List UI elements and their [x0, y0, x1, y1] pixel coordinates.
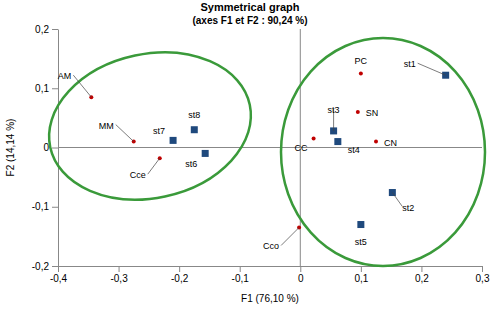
tick-label: -0,2	[32, 261, 50, 272]
tick: -0,1	[232, 266, 250, 284]
tick-mark	[179, 266, 180, 272]
tick-mark	[52, 266, 58, 267]
y-axis-title: F2 (14,14 %)	[5, 119, 16, 177]
y-axis: -0,2-0,100,10,2	[32, 24, 59, 272]
tick-label: 0,1	[35, 83, 49, 94]
point	[334, 138, 341, 145]
point-label: CC	[295, 143, 308, 153]
tick-mark	[482, 266, 483, 272]
point-label: MM	[99, 121, 114, 131]
tick-mark	[52, 88, 58, 89]
tick-label: 0	[298, 273, 304, 284]
tick-mark	[58, 266, 59, 272]
zero-line-y	[58, 147, 482, 148]
tick: 0,1	[35, 83, 58, 94]
points	[89, 71, 449, 229]
point-label: st2	[402, 203, 414, 213]
tick-mark	[52, 207, 58, 208]
leader-line	[73, 75, 91, 97]
point	[356, 110, 360, 114]
tick: 0,3	[476, 266, 490, 284]
point-label: CN	[384, 138, 397, 148]
tick-label: -0,2	[171, 273, 189, 284]
tick: 0,2	[35, 24, 58, 35]
chart: Symmetrical graph (axes F1 et F2 : 90,24 …	[0, 0, 500, 322]
tick: 0,2	[415, 266, 429, 284]
groups	[35, 34, 485, 266]
point-label: st3	[328, 105, 340, 115]
tick-mark	[240, 266, 241, 272]
point-label: AM	[58, 71, 72, 81]
tick-mark	[119, 266, 120, 272]
tick: 0,1	[354, 266, 368, 284]
x-axis-title: F1 (76,10 %)	[241, 293, 299, 304]
point	[170, 137, 177, 144]
point-label: st6	[185, 159, 197, 169]
tick-label: -0,1	[32, 201, 50, 212]
point	[191, 126, 198, 133]
point-label: st1	[404, 59, 416, 69]
tick: -0,2	[171, 266, 189, 284]
tick-label: 0,2	[415, 273, 429, 284]
point-label: st4	[348, 145, 360, 155]
point-label: st8	[188, 110, 200, 120]
tick: -0,2	[32, 261, 58, 272]
point	[312, 137, 316, 141]
point-label: PC	[355, 56, 368, 66]
point-label: Cco	[263, 241, 279, 251]
tick-mark	[52, 148, 58, 149]
point-label: st7	[153, 126, 165, 136]
tick: -0,1	[32, 201, 58, 212]
x-axis: -0,4 -0,3 -0,2 -0,1 0 0,1 0,2 0,3	[50, 266, 490, 284]
group-ellipse	[281, 38, 485, 266]
title: Symmetrical graph	[200, 1, 299, 13]
point-label: st5	[355, 237, 367, 247]
tick-mark	[421, 266, 422, 272]
tick-label: 0,2	[35, 24, 49, 35]
tick-label: -0,4	[50, 273, 68, 284]
tick: -0,4	[50, 266, 68, 284]
axis-line	[59, 266, 483, 267]
point-label: SN	[366, 108, 379, 118]
tick: 0	[298, 266, 304, 284]
tick-mark	[361, 266, 362, 272]
tick-mark	[52, 29, 58, 30]
point	[374, 140, 378, 144]
leader-line	[281, 227, 299, 245]
tick-label: -0,1	[232, 273, 250, 284]
tick-label: 0,3	[476, 273, 490, 284]
point-labels: AM MM Cce PC SN CC CN Cco st1 st2 st3 st4 st5 st6 st7 s…	[58, 56, 446, 251]
leader-line	[148, 158, 160, 174]
tick: -0,3	[110, 266, 128, 284]
subtitle: (axes F1 et F2 : 90,24 %)	[192, 15, 307, 26]
point	[202, 150, 209, 157]
tick-label: -0,3	[110, 273, 128, 284]
leader-line	[418, 63, 446, 75]
axis-line	[58, 30, 59, 267]
group-ellipse	[35, 34, 264, 217]
leader-line	[116, 125, 134, 142]
tick-mark	[300, 266, 301, 272]
leader-line	[392, 193, 402, 207]
tick-label: 0,1	[354, 273, 368, 284]
point	[359, 71, 363, 75]
point-label: Cce	[130, 170, 146, 180]
point	[357, 221, 364, 228]
